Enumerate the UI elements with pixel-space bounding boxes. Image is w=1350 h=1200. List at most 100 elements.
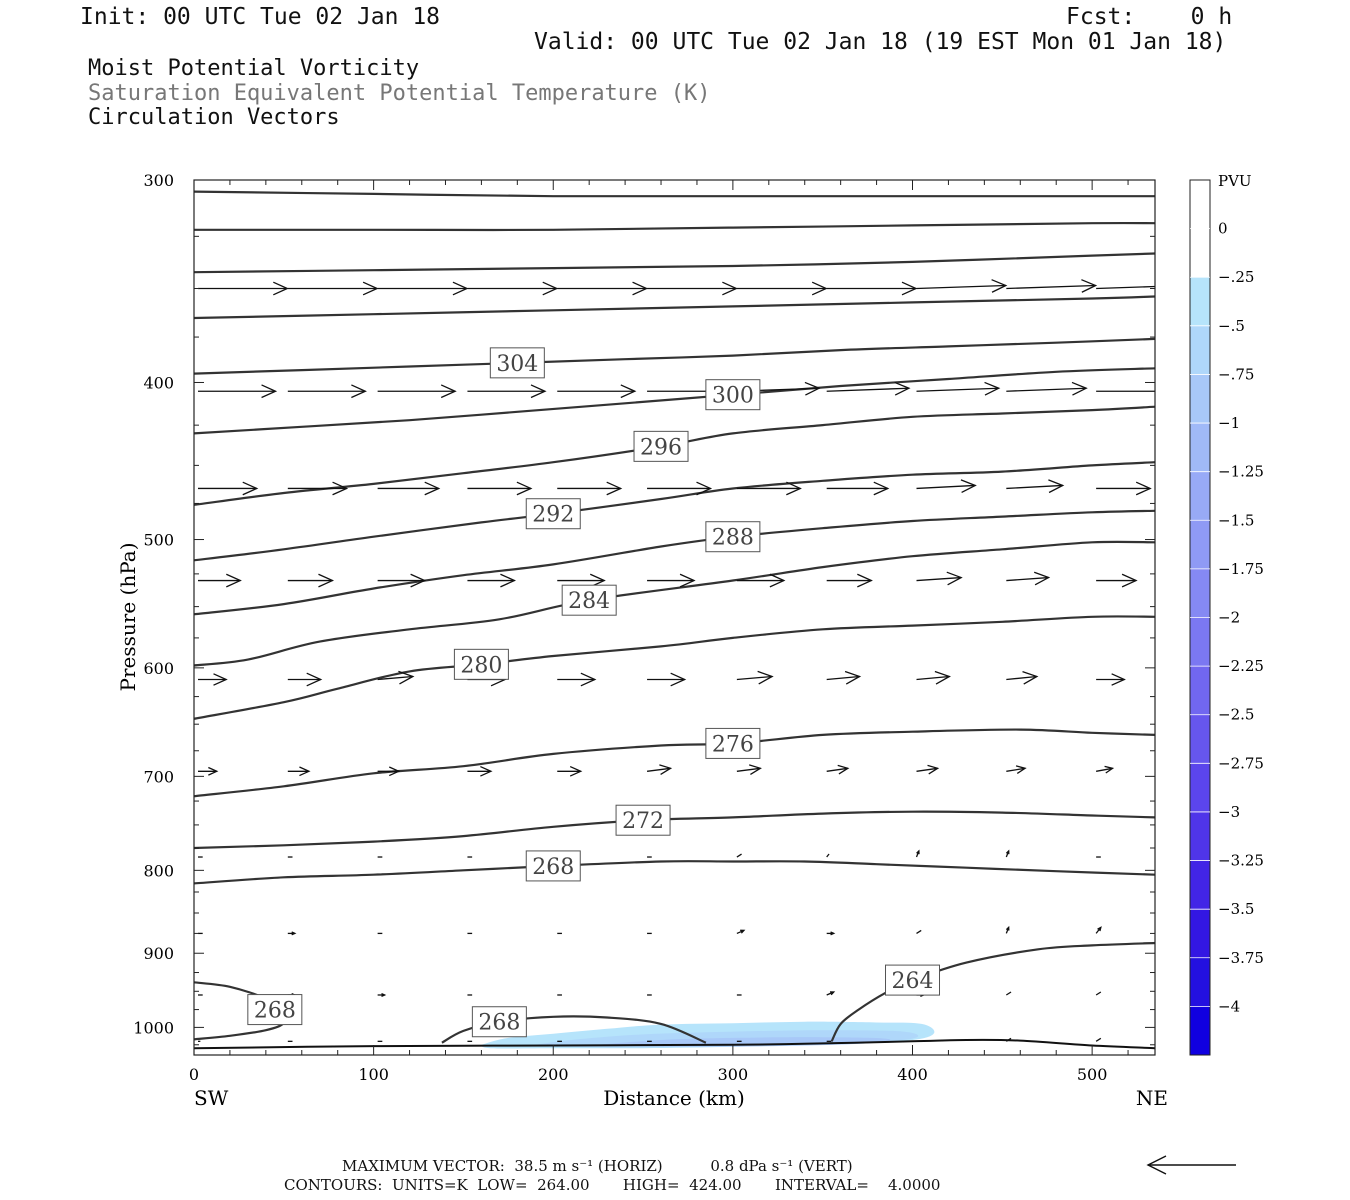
colorbar-segment bbox=[1190, 666, 1210, 716]
vector-arrow bbox=[1095, 991, 1102, 996]
vector-arrow bbox=[198, 766, 219, 776]
ground-surface-line bbox=[194, 1038, 1155, 1050]
colorbar-segment bbox=[1190, 714, 1210, 764]
vector-arrow bbox=[1096, 673, 1126, 686]
contour-label-5: 288 bbox=[705, 521, 761, 553]
colorbar-label: −2.5 bbox=[1218, 706, 1254, 724]
vector-arrow bbox=[377, 766, 401, 777]
contour-label-4: 284 bbox=[561, 584, 617, 616]
vector-arrow bbox=[467, 573, 517, 588]
colorbar-label: −4 bbox=[1218, 997, 1240, 1015]
svg-text:284: 284 bbox=[568, 589, 610, 614]
y-tick-label: 500 bbox=[143, 531, 174, 550]
colorbar-segment bbox=[1190, 1006, 1210, 1056]
colorbar-label: −3.75 bbox=[1218, 949, 1264, 967]
vector-arrow bbox=[377, 573, 427, 588]
svg-text:300: 300 bbox=[712, 384, 754, 409]
footer-contours: CONTOURS: UNITS=K LOW= 264.00 HIGH= 424.… bbox=[284, 1176, 941, 1194]
vector-arrow bbox=[647, 481, 713, 496]
colorbar-label: −3.5 bbox=[1218, 900, 1254, 918]
contour-label-14: 268 bbox=[247, 994, 303, 1026]
vector-arrow bbox=[198, 384, 278, 399]
vector-arrow bbox=[287, 766, 311, 777]
vector-arrow bbox=[1096, 285, 1155, 290]
colorbar-segment bbox=[1190, 228, 1210, 278]
vector-arrow bbox=[287, 481, 349, 496]
vector-arrow bbox=[736, 929, 746, 935]
colorbar-segment bbox=[1190, 957, 1210, 1007]
contour-label-8: 300 bbox=[705, 379, 761, 411]
contour-line-284-4 bbox=[194, 540, 1155, 667]
colorbar-label: −1 bbox=[1218, 414, 1240, 432]
vector-arrow bbox=[916, 670, 951, 685]
vector-arrow bbox=[377, 281, 469, 296]
colorbar-segment bbox=[1190, 520, 1210, 570]
vector-arrow bbox=[1095, 926, 1102, 934]
colorbar-label: −2.75 bbox=[1218, 754, 1264, 772]
colorbar-label: −1.5 bbox=[1218, 511, 1254, 529]
colorbar-label: −2 bbox=[1218, 609, 1240, 627]
x-tick-label: 0 bbox=[189, 1065, 199, 1084]
vector-arrow bbox=[287, 931, 297, 936]
contour-label-1: 272 bbox=[615, 804, 671, 836]
vector-arrow bbox=[557, 481, 623, 496]
vector-arrow bbox=[647, 281, 738, 296]
vector-arrow bbox=[1006, 479, 1065, 494]
contour-label-2: 276 bbox=[705, 727, 761, 759]
contour-line-276-2 bbox=[194, 728, 1155, 798]
x-end-label-sw: SW bbox=[194, 1086, 229, 1110]
colorbar-label: −1.25 bbox=[1218, 463, 1264, 481]
vector-arrow bbox=[736, 281, 828, 296]
svg-text:292: 292 bbox=[532, 503, 574, 528]
contour-labels: 268 272 276 280 284 288 292 296 300 304 268 268 264 bbox=[247, 347, 941, 1038]
vector-arrow bbox=[1006, 381, 1088, 396]
contour-line-288-5 bbox=[194, 509, 1155, 616]
vector-arrow bbox=[287, 384, 367, 399]
vector-arrow bbox=[1006, 765, 1027, 775]
x-tick-label: 400 bbox=[897, 1065, 928, 1084]
svg-text:280: 280 bbox=[460, 653, 502, 678]
vector-arrow bbox=[736, 670, 774, 685]
vector-arrow bbox=[198, 281, 289, 296]
colorbar-label: −2.25 bbox=[1218, 657, 1264, 675]
colorbar-segment bbox=[1190, 423, 1210, 473]
vector-arrow bbox=[916, 279, 1008, 293]
x-end-label-ne: NE bbox=[1136, 1086, 1168, 1110]
footer-max-vector: MAXIMUM VECTOR: 38.5 m s⁻¹ (HORIZ) 0.8 d… bbox=[342, 1157, 853, 1175]
vector-arrow bbox=[826, 670, 862, 685]
vector-arrow bbox=[736, 853, 742, 858]
contour-line-316-12 bbox=[194, 221, 1155, 232]
vector-arrow bbox=[198, 673, 228, 686]
svg-text:268: 268 bbox=[254, 999, 296, 1024]
contour-line-268-15 bbox=[441, 1015, 707, 1044]
vector-arrow bbox=[647, 573, 696, 588]
x-axis-label: Distance (km) bbox=[603, 1086, 745, 1110]
svg-text:276: 276 bbox=[712, 732, 754, 757]
colorbar-segment bbox=[1190, 860, 1210, 910]
vector-arrow bbox=[916, 929, 922, 934]
contour-line-292-6 bbox=[194, 461, 1155, 562]
vector-arrow bbox=[826, 931, 836, 936]
vector-arrow bbox=[1095, 1037, 1102, 1042]
contour-label-16: 264 bbox=[885, 964, 941, 996]
x-tick-label: 200 bbox=[538, 1065, 569, 1084]
vector-arrow bbox=[1005, 925, 1010, 934]
layer-title-mpv: Moist Potential Vorticity bbox=[88, 56, 420, 81]
colorbar-title: PVU bbox=[1218, 172, 1252, 190]
vector-arrow bbox=[557, 384, 637, 399]
vector-arrow bbox=[736, 764, 762, 775]
vector-arrow bbox=[1005, 991, 1012, 996]
theta-es-contours bbox=[194, 190, 1155, 1050]
layer-title-theta-es: Saturation Equivalent Potential Temperat… bbox=[88, 81, 711, 106]
vector-arrow bbox=[377, 992, 387, 998]
contour-line-268-0 bbox=[194, 860, 1155, 885]
vector-arrow bbox=[646, 764, 673, 775]
colorbar-segment bbox=[1190, 568, 1210, 618]
vector-arrow bbox=[736, 573, 786, 588]
y-tick-label: 300 bbox=[143, 171, 174, 190]
vector-arrow bbox=[467, 481, 533, 496]
y-tick-label: 800 bbox=[143, 861, 174, 880]
forecast-hour: Fcst: 0 h bbox=[1066, 4, 1233, 30]
svg-text:268: 268 bbox=[478, 1011, 520, 1036]
contour-label-6: 292 bbox=[525, 498, 581, 530]
